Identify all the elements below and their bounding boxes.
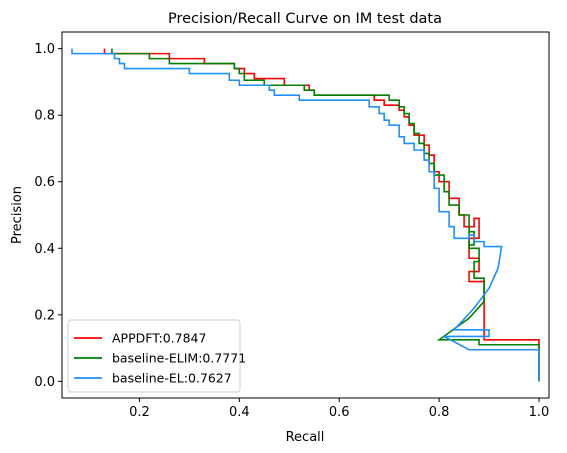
x-tick-label: 0.4: [229, 405, 250, 420]
x-axis-label: Recall: [286, 430, 325, 445]
x-axis-ticks: 0.2 0.4 0.6 0.8 1.0: [129, 398, 549, 420]
legend: APPDFT:0.7847 baseline-ELIM:0.7771 baselin…: [67, 319, 246, 393]
plot-area: [61, 31, 550, 399]
legend-label-2: baseline-EL:0.7627: [112, 371, 232, 386]
legend-label-1: baseline-ELIM:0.7771: [112, 351, 246, 366]
series-layer: [71, 48, 540, 382]
plot-frame: [61, 31, 550, 399]
chart-title: Precision/Recall Curve on IM test data: [168, 11, 442, 27]
y-tick-label: 0.2: [34, 308, 55, 323]
y-tick-label: 0.4: [34, 242, 55, 257]
y-tick-label: 0.6: [34, 175, 55, 190]
y-axis-ticks: 0.0 0.2 0.4 0.6 0.8 1.0: [34, 42, 62, 390]
legend-frame: [67, 319, 241, 393]
series-line-2: [71, 48, 540, 382]
y-tick-label: 0.0: [34, 375, 55, 390]
y-tick-label: 1.0: [34, 42, 55, 57]
x-tick-label: 0.2: [129, 405, 150, 420]
x-tick-label: 0.6: [329, 405, 350, 420]
legend-label-0: APPDFT:0.7847: [112, 331, 206, 346]
x-tick-label: 0.8: [429, 405, 450, 420]
y-tick-label: 0.8: [34, 109, 55, 124]
y-axis-label: Precision: [10, 186, 25, 244]
x-tick-label: 1.0: [529, 405, 550, 420]
series-line-1: [111, 48, 540, 382]
